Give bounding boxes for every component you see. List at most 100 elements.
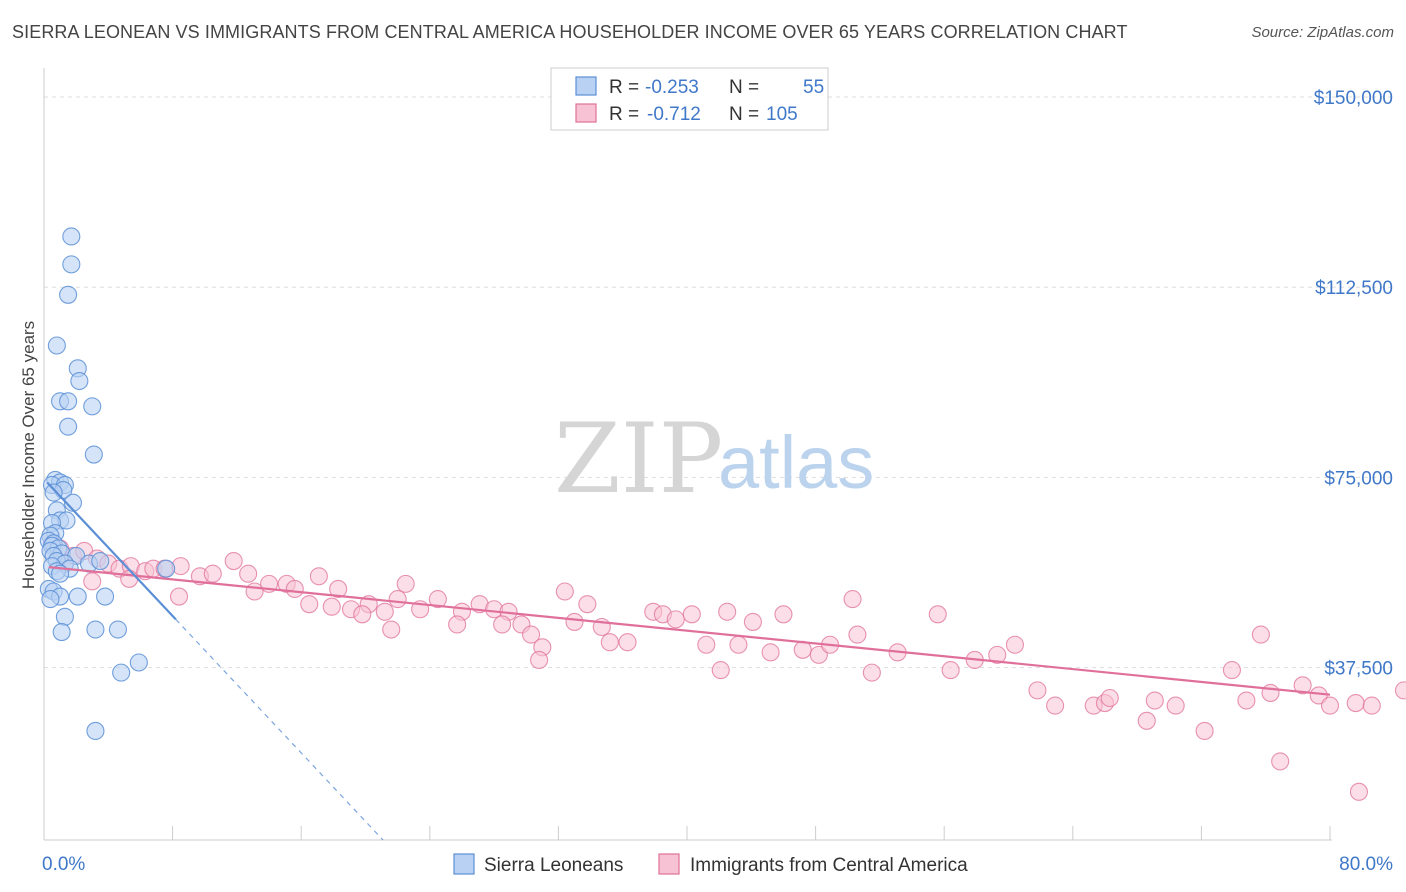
point-sierra-leonean-53 [86, 721, 105, 741]
point-central-america-71 [1137, 711, 1156, 730]
point-central-america-102 [353, 605, 372, 624]
point-central-america-44 [618, 633, 637, 652]
point-central-america-79 [1293, 676, 1312, 695]
point-central-america-75 [1237, 691, 1256, 710]
point-central-america-22 [322, 597, 341, 616]
point-central-america-76 [1261, 683, 1280, 702]
legend-r-value-1: -0.253 [645, 77, 699, 98]
point-sierra-leonean-7 [59, 392, 78, 411]
source-label: Source: ZipAtlas.com [1251, 24, 1394, 41]
point-central-america-97 [1100, 688, 1119, 708]
legend-swatch-blue [575, 76, 597, 96]
point-sierra-leonean-9 [59, 417, 78, 436]
point-central-america-99 [530, 650, 549, 670]
point-central-america-47 [666, 610, 685, 629]
point-central-america-40 [578, 595, 597, 614]
point-central-america-20 [309, 567, 328, 586]
point-sierra-leonean-3 [47, 336, 66, 355]
legend-swatch-sierra-leoneans [453, 853, 475, 875]
point-central-america-68 [1046, 696, 1065, 715]
y-tick-labels: $150,000 $112,500 $75,000 $37,500 [1314, 88, 1393, 680]
point-sierra-leonean-16 [44, 483, 63, 502]
point-central-america-49 [697, 635, 716, 654]
point-sierra-leonean-51 [129, 653, 148, 672]
point-central-america-50 [718, 602, 737, 621]
point-central-america-72 [1145, 691, 1164, 710]
y-tick-label-2: $75,000 [1324, 468, 1393, 489]
point-central-america-43 [600, 633, 619, 652]
point-sierra-leonean-10 [84, 445, 103, 464]
point-central-america-82 [1346, 694, 1365, 713]
point-central-america-37 [522, 625, 541, 644]
correlation-legend: R = -0.253 N = 55 R = -0.712 N = 105 [550, 67, 829, 131]
point-central-america-106 [83, 572, 102, 591]
legend-n-value-2: 105 [766, 104, 798, 125]
point-sierra-leonean-49 [108, 620, 127, 639]
point-central-america-65 [988, 645, 1007, 664]
point-central-america-81 [1320, 696, 1340, 715]
legend-n-label-1: N = [729, 77, 759, 98]
point-sierra-leonean-47 [55, 607, 74, 626]
point-central-america-63 [941, 661, 960, 680]
point-central-america-77 [1271, 752, 1290, 771]
point-central-america-60 [862, 663, 881, 682]
trendline-sierra-leoneans-extension [175, 618, 384, 841]
point-central-america-35 [493, 615, 512, 634]
point-central-america-58 [843, 590, 862, 609]
legend-label-sierra-leoneans: Sierra Leoneans [484, 855, 623, 876]
point-central-america-100 [448, 615, 467, 634]
watermark: ZIP atlas [554, 403, 874, 515]
point-central-america-28 [396, 574, 415, 593]
point-sierra-leonean-2 [59, 285, 78, 304]
series-legend: Sierra Leoneans Immigrants from Central … [453, 853, 968, 876]
chart-title: SIERRA LEONEAN VS IMMIGRANTS FROM CENTRA… [12, 22, 1128, 42]
point-central-america-98 [711, 661, 730, 680]
point-central-america-59 [848, 625, 867, 644]
x-tick-label-min: 0.0% [42, 854, 85, 875]
watermark-atlas: atlas [718, 421, 874, 504]
legend-box [550, 67, 829, 131]
legend-n-value-1: 55 [803, 77, 824, 98]
point-central-america-84 [1394, 681, 1406, 700]
point-central-america-104 [169, 587, 189, 606]
series-sierra-leoneans [39, 227, 176, 741]
legend-r-value-2: -0.712 [647, 104, 701, 125]
y-tick-label-0: $150,000 [1314, 88, 1393, 109]
legend-n-label-2: N = [729, 104, 759, 125]
point-sierra-leonean-37 [91, 552, 110, 571]
point-central-america-14 [203, 564, 222, 583]
trendline-sierra-leoneans [46, 481, 177, 621]
point-sierra-leonean-48 [86, 620, 105, 639]
trendline-central-america [48, 566, 1331, 696]
point-central-america-62 [928, 605, 947, 624]
point-sierra-leonean-44 [41, 590, 60, 609]
y-tick-label-1: $112,500 [1315, 278, 1393, 299]
point-central-america-53 [761, 643, 780, 662]
legend-label-central-america: Immigrants from Central America [690, 855, 968, 876]
point-sierra-leonean-46 [96, 587, 115, 606]
point-sierra-leonean-52 [112, 663, 131, 682]
point-central-america-83 [1362, 696, 1381, 715]
point-central-america-30 [428, 590, 447, 609]
point-central-america-78 [1222, 661, 1241, 680]
watermark-zip: ZIP [554, 403, 723, 515]
point-central-america-103 [245, 582, 264, 601]
point-central-america-66 [1005, 635, 1024, 654]
point-central-america-73 [1166, 696, 1185, 715]
point-central-america-105 [120, 569, 139, 588]
point-sierra-leonean-0 [62, 227, 81, 246]
point-central-america-16 [239, 564, 258, 583]
y-axis-title: Householder Income Over 65 years [19, 321, 38, 589]
trend-lines [46, 481, 1331, 841]
point-central-america-19 [285, 579, 304, 599]
point-sierra-leonean-45 [68, 587, 87, 606]
point-sierra-leonean-5 [70, 371, 89, 391]
axes [43, 68, 1332, 841]
point-central-america-67 [1028, 681, 1047, 700]
point-central-america-15 [224, 552, 243, 571]
point-central-america-26 [375, 602, 394, 621]
point-central-america-51 [729, 635, 748, 654]
point-central-america-92 [1349, 782, 1368, 801]
point-central-america-74 [1195, 721, 1214, 741]
